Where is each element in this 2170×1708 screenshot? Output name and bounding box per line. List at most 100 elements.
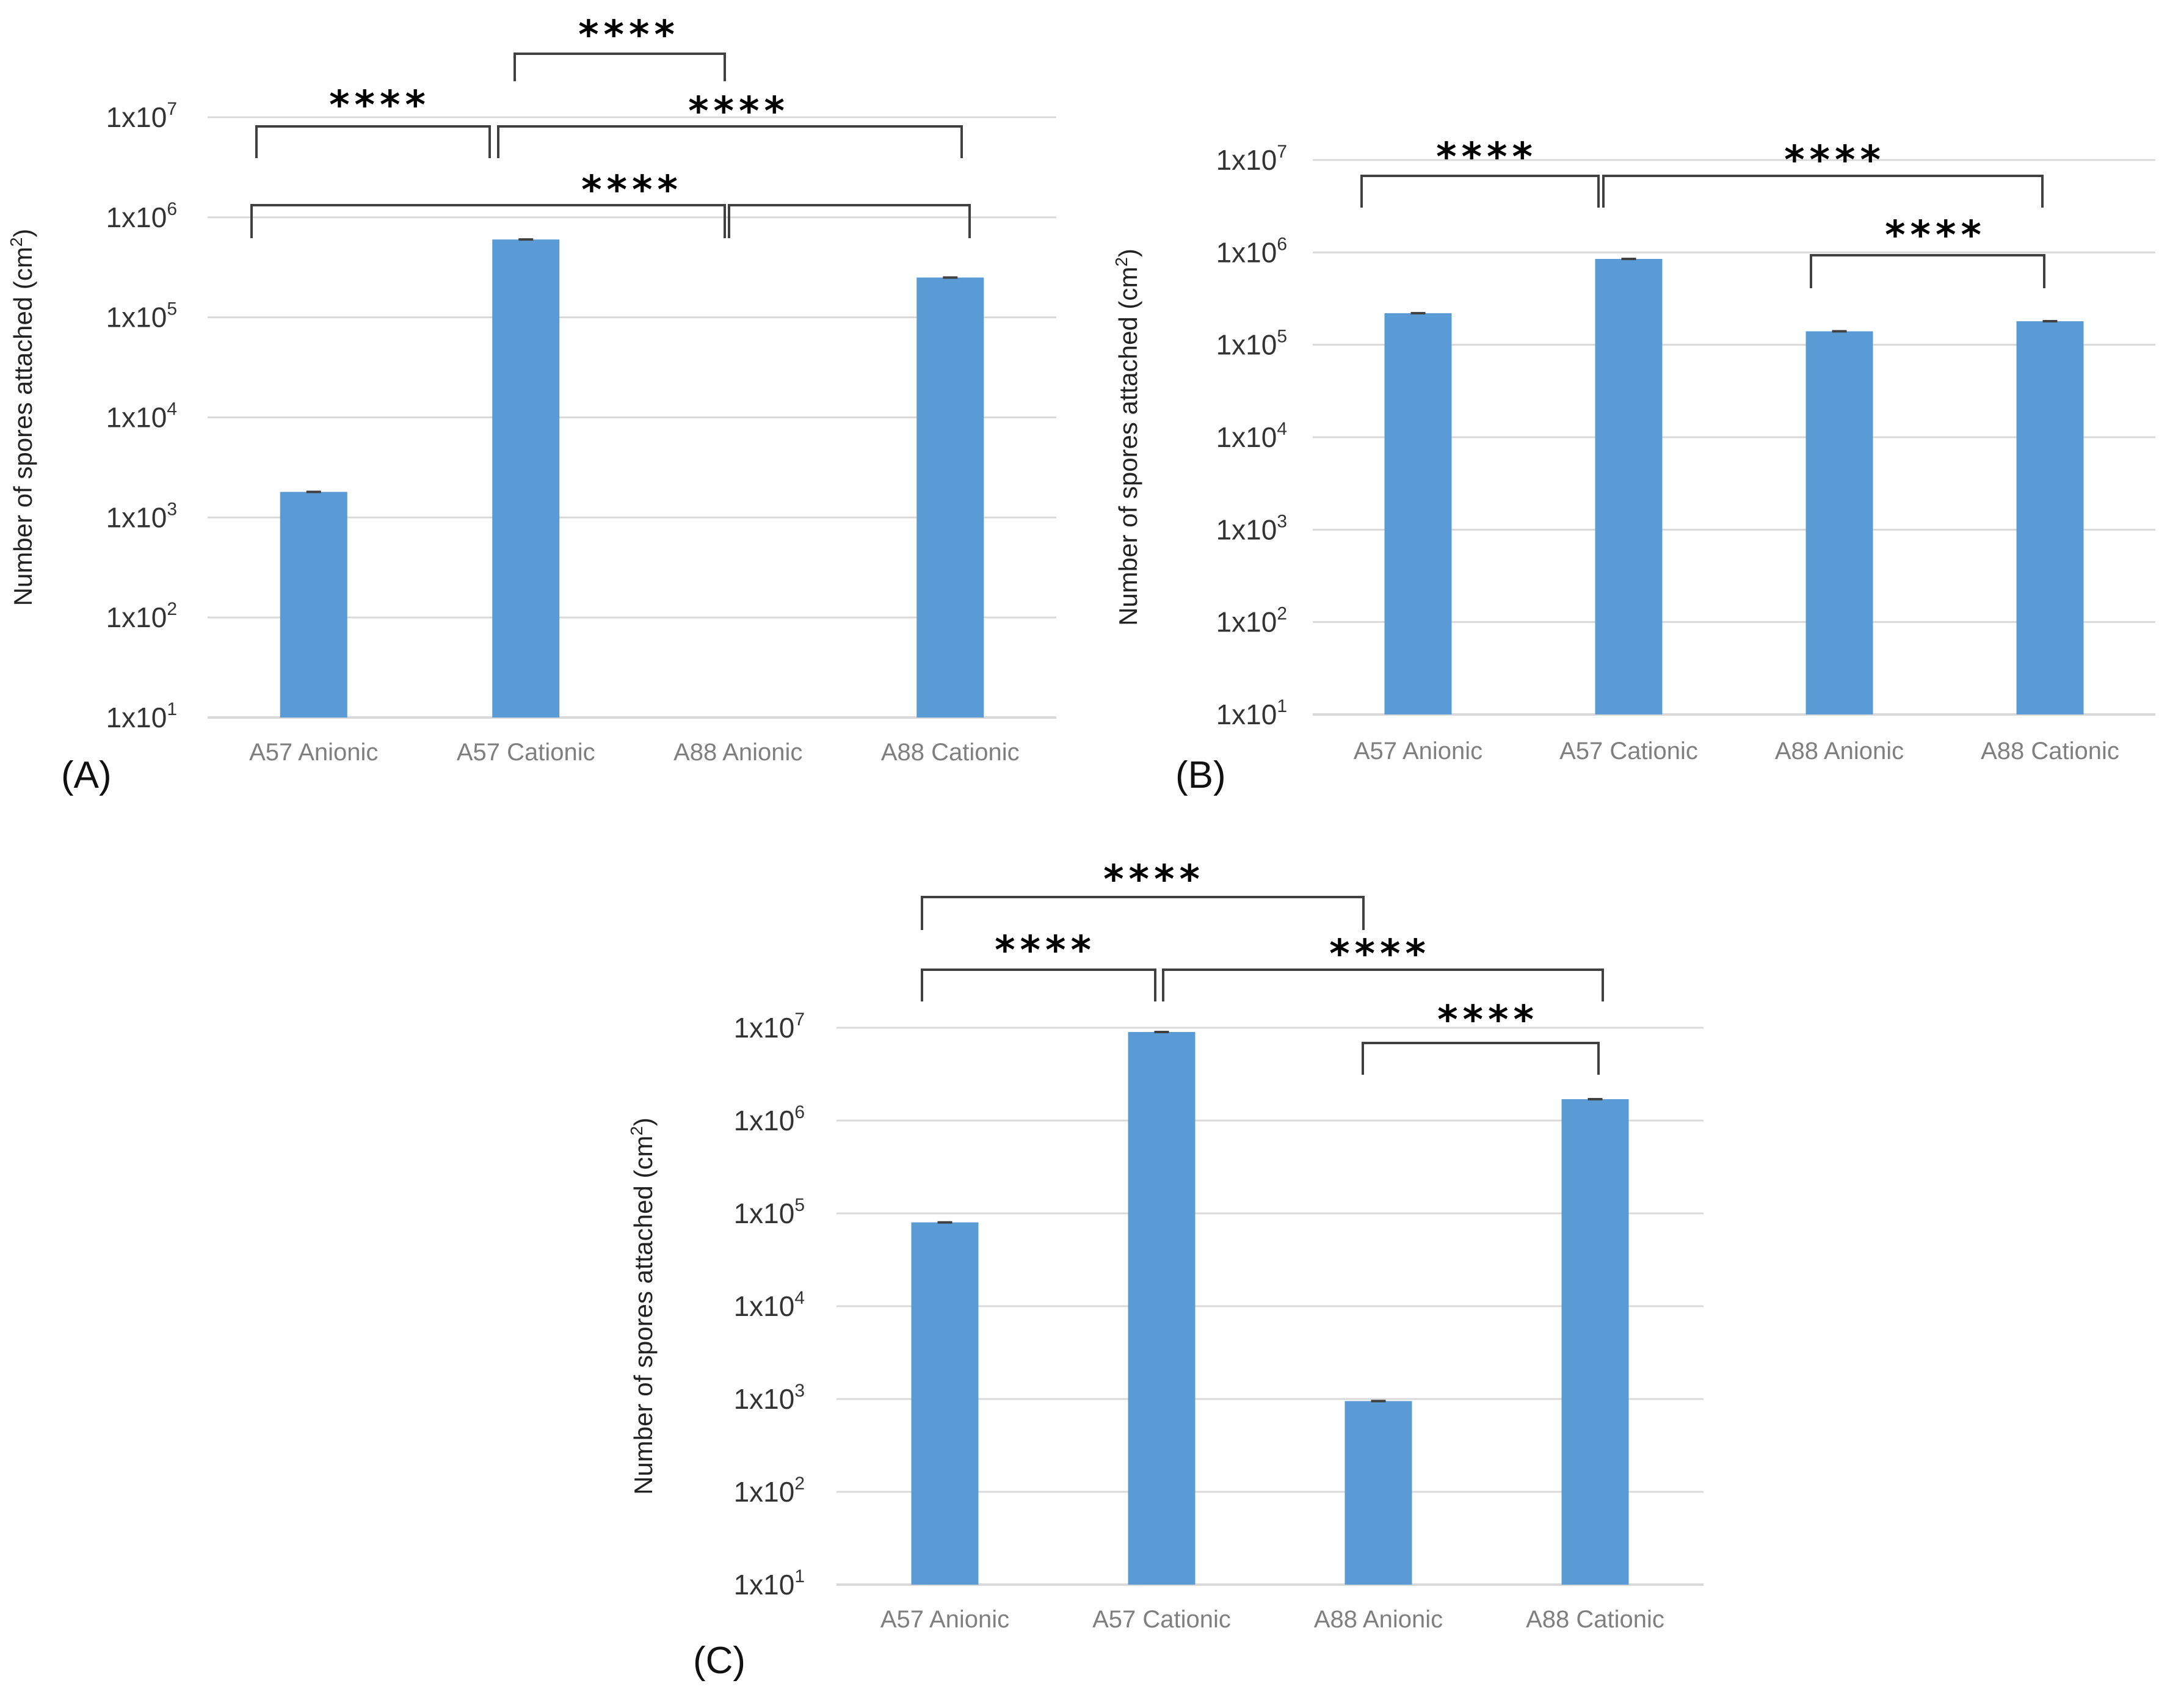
y-tick-label: 1x105 xyxy=(1216,327,1287,361)
y-tick-exponent: 6 xyxy=(794,1102,805,1122)
significance-label: **** xyxy=(581,168,683,213)
y-tick-exponent: 5 xyxy=(794,1195,805,1215)
y-axis-label-superscript: 2 xyxy=(627,1126,646,1136)
y-tick-base: 1x10 xyxy=(1216,699,1277,730)
y-tick-label: 1x103 xyxy=(106,499,177,533)
y-tick-exponent: 3 xyxy=(167,499,177,519)
y-tick-base: 1x10 xyxy=(734,1105,795,1136)
panel-label: (C) xyxy=(693,1640,746,1682)
y-tick-label: 1x101 xyxy=(734,1566,805,1601)
category-label: A57 Anionic xyxy=(880,1606,1009,1633)
y-tick-label: 1x107 xyxy=(734,1009,805,1044)
category-label: A57 Anionic xyxy=(249,739,378,766)
significance-label: **** xyxy=(688,89,789,134)
y-tick-label: 1x107 xyxy=(1216,142,1287,176)
y-tick-label: 1x101 xyxy=(1216,696,1287,730)
bar xyxy=(1384,313,1452,714)
significance-bracket xyxy=(1810,254,2045,288)
category-label: A57 Anionic xyxy=(1354,738,1482,765)
y-tick-label: 1x106 xyxy=(106,199,177,233)
y-tick-label: 1x102 xyxy=(106,599,177,633)
y-tick-exponent: 1 xyxy=(794,1566,805,1586)
category-label: A88 Cationic xyxy=(1981,738,2119,765)
y-tick-exponent: 3 xyxy=(1277,511,1287,531)
y-tick-base: 1x10 xyxy=(1216,329,1277,361)
bar xyxy=(911,1222,979,1585)
y-tick-exponent: 6 xyxy=(167,199,177,219)
y-tick-base: 1x10 xyxy=(1216,144,1277,176)
y-tick-base: 1x10 xyxy=(734,1569,795,1601)
y-axis-label-end: ) xyxy=(9,229,37,238)
y-tick-exponent: 1 xyxy=(167,699,177,719)
y-tick-exponent: 7 xyxy=(167,99,177,119)
y-axis-label-end: ) xyxy=(629,1117,658,1126)
category-label: A88 Anionic xyxy=(673,739,802,766)
y-tick-label: 1x105 xyxy=(106,299,177,333)
significance-label: **** xyxy=(1329,932,1431,977)
y-tick-exponent: 5 xyxy=(167,299,177,319)
category-label: A88 Anionic xyxy=(1775,738,1904,765)
y-tick-label: 1x104 xyxy=(1216,419,1287,453)
y-tick-exponent: 2 xyxy=(1277,604,1287,624)
bar xyxy=(1595,259,1663,714)
bar xyxy=(1805,331,1873,714)
significance-label: **** xyxy=(1103,857,1205,903)
bar xyxy=(280,492,347,718)
significance-label: **** xyxy=(1437,998,1539,1043)
y-tick-label: 1x105 xyxy=(734,1195,805,1229)
y-tick-base: 1x10 xyxy=(734,1197,795,1229)
y-tick-exponent: 2 xyxy=(167,599,177,619)
y-tick-label: 1x102 xyxy=(1216,604,1287,638)
significance-label: **** xyxy=(995,928,1096,973)
y-axis-label-text: Number of spores attached (cm xyxy=(1114,267,1142,626)
y-tick-base: 1x10 xyxy=(1216,514,1277,545)
significance-label: **** xyxy=(1885,213,1986,258)
y-tick-label: 1x103 xyxy=(1216,511,1287,545)
significance-bracket xyxy=(250,204,726,238)
y-tick-base: 1x10 xyxy=(734,1012,795,1044)
category-label: A88 Anionic xyxy=(1314,1606,1443,1633)
y-tick-label: 1x103 xyxy=(734,1381,805,1415)
significance-bracket xyxy=(1362,1042,1600,1075)
y-tick-exponent: 3 xyxy=(794,1381,805,1401)
y-tick-base: 1x10 xyxy=(1216,236,1277,268)
category-label: A88 Cationic xyxy=(1526,1606,1664,1633)
y-tick-exponent: 6 xyxy=(1277,234,1287,254)
y-tick-exponent: 4 xyxy=(167,399,177,420)
y-tick-label: 1x104 xyxy=(734,1288,805,1322)
y-tick-exponent: 2 xyxy=(794,1474,805,1494)
significance-label: **** xyxy=(329,83,430,128)
y-tick-base: 1x10 xyxy=(106,101,167,133)
significance-bracket xyxy=(1360,175,1600,208)
category-label: A57 Cationic xyxy=(1092,1606,1231,1633)
bar xyxy=(1344,1401,1412,1585)
significance-bracket xyxy=(255,125,491,158)
y-axis-label: Number of spores attached (cm2) xyxy=(627,1117,658,1495)
significance-label: **** xyxy=(1436,135,1537,180)
significance-bracket xyxy=(921,896,1365,930)
significance-bracket xyxy=(1602,175,2044,208)
significance-label: **** xyxy=(1784,138,1885,183)
y-axis-label-superscript: 2 xyxy=(7,238,26,247)
category-label: A88 Cationic xyxy=(881,739,1020,766)
y-tick-base: 1x10 xyxy=(106,202,167,233)
bar xyxy=(916,277,984,718)
bar xyxy=(1561,1099,1629,1585)
y-tick-base: 1x10 xyxy=(734,1383,795,1415)
significance-bracket xyxy=(921,968,1156,1001)
y-tick-exponent: 1 xyxy=(1277,696,1287,716)
y-tick-base: 1x10 xyxy=(734,1476,795,1508)
y-tick-base: 1x10 xyxy=(1216,606,1277,638)
category-label: A57 Cationic xyxy=(457,739,595,766)
y-tick-base: 1x10 xyxy=(106,702,167,733)
y-tick-label: 1x102 xyxy=(734,1474,805,1508)
category-label: A57 Cationic xyxy=(1559,738,1698,765)
y-axis-label-text: Number of spores attached (cm xyxy=(9,247,37,606)
y-tick-label: 1x101 xyxy=(106,699,177,733)
bar xyxy=(492,239,560,718)
y-axis-label-text: Number of spores attached (cm xyxy=(629,1136,658,1495)
